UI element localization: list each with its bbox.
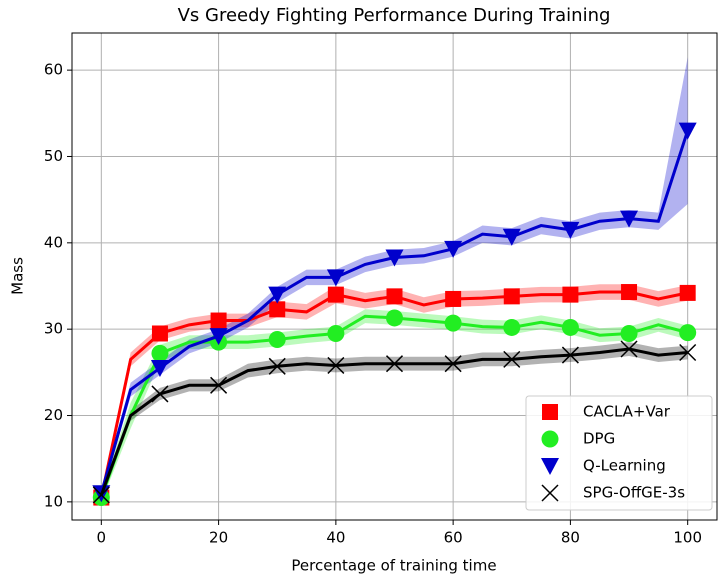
data-point: [561, 346, 579, 364]
data-point: [562, 286, 579, 303]
chart-title: Vs Greedy Fighting Performance During Tr…: [178, 5, 611, 26]
data-point: [503, 318, 521, 336]
legend-box: [525, 395, 713, 511]
legend-marker: [541, 458, 559, 475]
y-tick-label: 20: [44, 406, 63, 424]
data-point: [679, 284, 696, 301]
legend-label: SPG-OffGE-3s: [583, 484, 685, 502]
data-point: [150, 360, 169, 378]
data-point: [326, 269, 345, 287]
x-tick-label: 80: [561, 529, 580, 547]
legend-marker: [541, 430, 559, 448]
data-point: [679, 324, 697, 342]
data-point: [444, 240, 463, 258]
y-tick-label: 60: [44, 61, 63, 79]
data-point: [385, 355, 404, 373]
data-point: [210, 312, 227, 329]
x-axis-label: Percentage of training time: [291, 557, 496, 575]
data-point: [679, 343, 697, 362]
x-tick-label: 60: [444, 529, 463, 547]
data-point: [92, 486, 110, 504]
data-point: [620, 324, 638, 342]
data-point: [269, 301, 286, 318]
data-point: [151, 344, 169, 362]
data-point: [561, 221, 580, 239]
data-point: [678, 122, 697, 140]
data-point: [561, 318, 579, 336]
data-point: [444, 355, 462, 373]
plot-frame: [71, 32, 718, 521]
x-tick-label: 100: [673, 529, 702, 547]
data-point: [502, 228, 521, 246]
data-point: [503, 350, 521, 368]
data-point: [327, 324, 345, 342]
legend-label: Q-Learning: [583, 457, 666, 475]
data-point: [445, 290, 462, 307]
data-point: [210, 376, 228, 394]
data-point: [503, 288, 520, 305]
x-tick-label: 20: [209, 529, 228, 547]
data-point: [620, 340, 638, 358]
legend-marker: [542, 404, 558, 420]
data-point: [327, 356, 345, 374]
data-point: [444, 314, 462, 332]
data-point: [268, 331, 286, 349]
data-point: [386, 288, 403, 305]
y-axis-label: Mass: [9, 257, 27, 295]
y-tick-label: 10: [44, 492, 63, 510]
data-point: [268, 357, 286, 375]
y-tick-label: 50: [44, 147, 63, 165]
data-point: [151, 325, 168, 342]
data-point: [268, 286, 287, 304]
x-tick-label: 40: [326, 529, 345, 547]
data-point: [385, 249, 404, 267]
data-point: [327, 286, 344, 303]
data-point: [620, 210, 639, 228]
x-tick-label: 0: [97, 529, 107, 547]
data-point: [386, 309, 403, 327]
data-point: [151, 385, 169, 403]
data-point: [621, 284, 638, 301]
y-tick-label: 30: [44, 320, 63, 338]
legend-label: CACLA+Var: [583, 403, 671, 421]
data-point: [209, 328, 228, 346]
y-tick-label: 40: [44, 233, 63, 251]
legend-marker: [541, 484, 559, 502]
legend-label: DPG: [583, 430, 615, 448]
